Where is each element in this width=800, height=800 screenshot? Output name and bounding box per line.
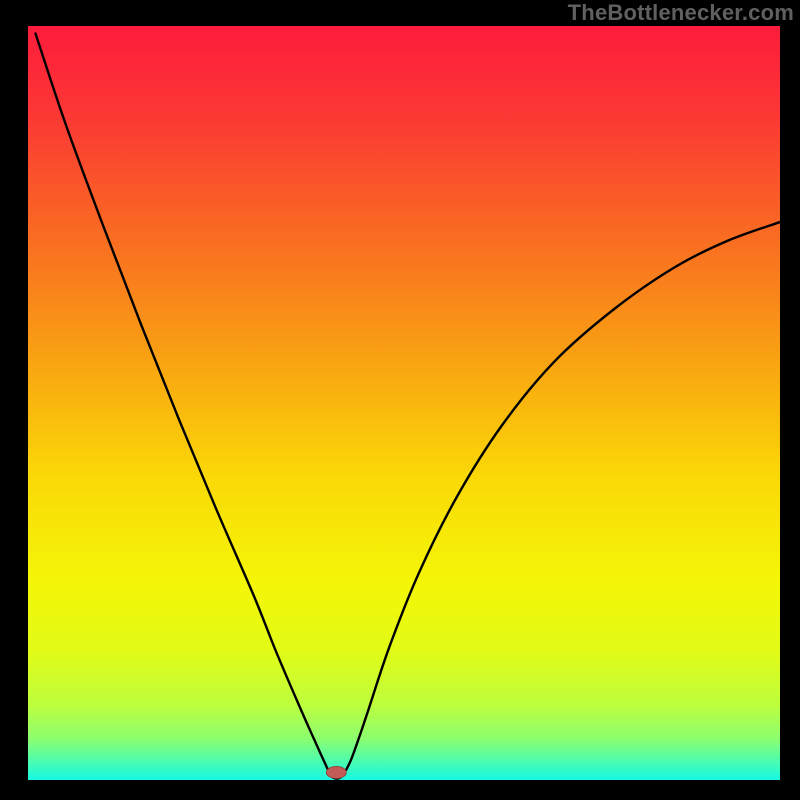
chart-container: TheBottlenecker.com [0,0,800,800]
watermark-text: TheBottlenecker.com [568,0,794,26]
minimum-marker [326,766,346,778]
gradient-background [28,26,780,780]
plot-svg [28,26,780,780]
plot-area [28,26,780,780]
